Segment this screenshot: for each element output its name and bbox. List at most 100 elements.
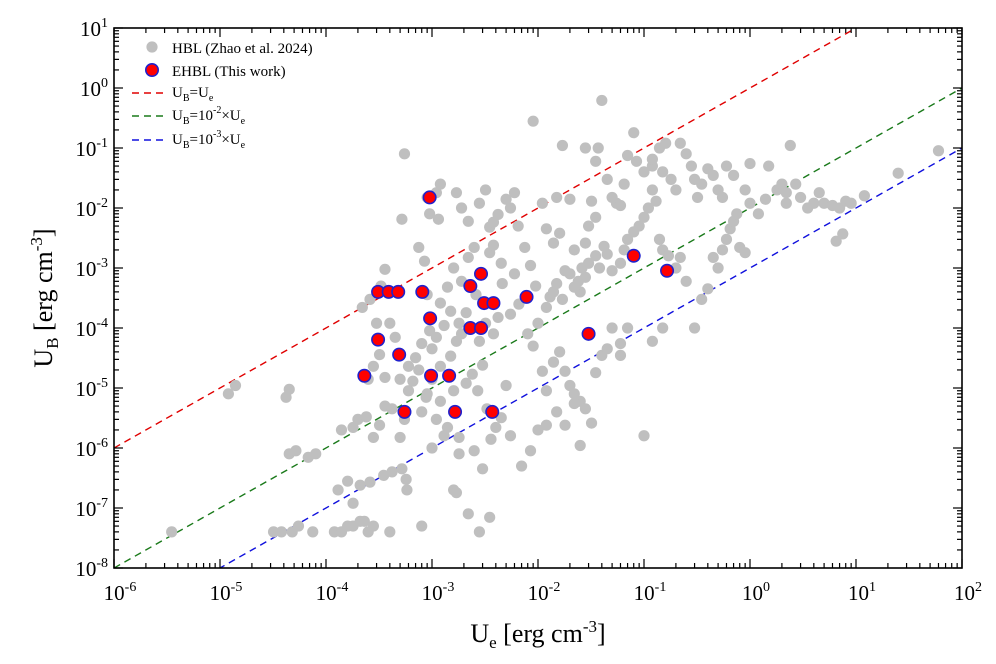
hbl-point	[500, 379, 512, 392]
hbl-point	[590, 367, 602, 379]
hbl-point	[379, 263, 391, 275]
hbl-point	[450, 187, 463, 199]
hbl-point	[504, 430, 517, 442]
y-tick-label: 10-3	[75, 256, 108, 281]
y-tick-label: 10-4	[75, 316, 108, 341]
ehbl-point	[415, 284, 430, 299]
hbl-point	[614, 257, 627, 269]
hbl-point	[460, 307, 472, 319]
hbl-point	[358, 515, 370, 527]
hbl-point	[556, 293, 569, 305]
tick-base: 10	[75, 437, 96, 461]
hbl-point	[784, 139, 796, 152]
hbl-point	[780, 197, 792, 209]
tick-exponent: -1	[655, 580, 667, 595]
hbl-point	[524, 259, 537, 272]
tick-exponent: -5	[96, 376, 108, 391]
hbl-point	[540, 419, 552, 431]
hbl-point	[441, 281, 454, 293]
x-axis-title: Ue [erg cm-3]	[470, 617, 605, 652]
tick-base: 10	[634, 581, 655, 605]
hbl-point	[462, 508, 474, 520]
hbl-point	[479, 184, 492, 196]
hbl-point	[536, 197, 548, 209]
hbl-point	[892, 167, 904, 179]
hbl-point	[590, 250, 602, 262]
hbl-point	[401, 484, 413, 496]
hbl-point	[638, 430, 650, 442]
hbl-point	[496, 277, 508, 290]
hbl-point	[763, 160, 775, 172]
hbl-point	[347, 497, 359, 509]
reference-line-0	[114, 28, 858, 449]
hbl-point	[453, 431, 465, 444]
hbl-point	[487, 239, 500, 251]
hbl-point	[680, 275, 692, 287]
tick-base: 10	[528, 581, 549, 605]
y-tick-label: 10-7	[75, 496, 108, 521]
hbl-point	[642, 202, 654, 214]
hbl-point	[794, 191, 807, 204]
hbl-point	[638, 211, 650, 223]
hbl-point	[830, 235, 842, 247]
hbl-point	[688, 322, 701, 334]
hbl-point	[364, 476, 376, 488]
tick-base: 10	[75, 257, 96, 281]
tick-base: 10	[422, 581, 443, 605]
hbl-point	[739, 184, 751, 196]
hbl-point	[790, 178, 802, 190]
hbl-point	[837, 228, 849, 240]
hbl-point	[378, 469, 390, 481]
hbl-point	[490, 421, 502, 434]
hbl-point	[759, 193, 772, 205]
hbl-point	[657, 322, 669, 334]
hbl-point	[579, 271, 591, 283]
hbl-point	[448, 385, 460, 397]
ehbl-point	[626, 248, 641, 263]
hbl-point	[342, 475, 354, 487]
hbl-point	[582, 220, 595, 232]
hbl-point	[434, 395, 446, 407]
axis-ticks	[113, 27, 963, 569]
ehbl-point	[448, 404, 463, 419]
hbl-point	[662, 250, 675, 262]
hbl-point	[354, 479, 366, 491]
hbl-point	[618, 178, 630, 190]
hbl-point	[515, 460, 528, 472]
hbl-point	[275, 526, 288, 538]
hbl-point	[472, 385, 484, 397]
hbl-point	[476, 359, 489, 371]
tick-exponent: 0	[763, 580, 770, 595]
hbl-point	[430, 413, 442, 425]
hbl-point	[484, 511, 496, 523]
hbl-point	[739, 247, 751, 259]
hbl-point	[650, 195, 662, 207]
x-tick-label: 10-4	[316, 580, 349, 605]
tick-exponent: -7	[96, 496, 108, 511]
hbl-point	[426, 343, 438, 355]
tick-base: 10	[80, 77, 101, 101]
hbl-point	[532, 424, 544, 436]
hbl-point	[389, 331, 401, 343]
hbl-point	[585, 195, 598, 207]
hbl-point	[356, 301, 368, 314]
hbl-point	[559, 365, 571, 377]
hbl-point	[396, 463, 408, 475]
hbl-point	[657, 166, 669, 178]
hbl-point	[402, 385, 415, 397]
hbl-point	[665, 173, 677, 185]
hbl-point	[720, 160, 733, 172]
hbl-point	[424, 325, 436, 337]
x-tick-label: 10-3	[422, 580, 455, 605]
tick-base: 10	[104, 581, 125, 605]
hbl-point	[524, 445, 537, 457]
hbl-point	[283, 383, 295, 395]
tick-exponent: 1	[101, 16, 108, 31]
hbl-point	[674, 137, 686, 149]
hbl-point	[527, 115, 539, 127]
hbl-point	[752, 208, 764, 220]
legend-line-1e-2-label: UB=10-2×Ue	[172, 105, 246, 127]
hbl-point	[229, 379, 242, 392]
hbl-point	[564, 268, 576, 280]
tick-exponent: -3	[96, 256, 108, 271]
